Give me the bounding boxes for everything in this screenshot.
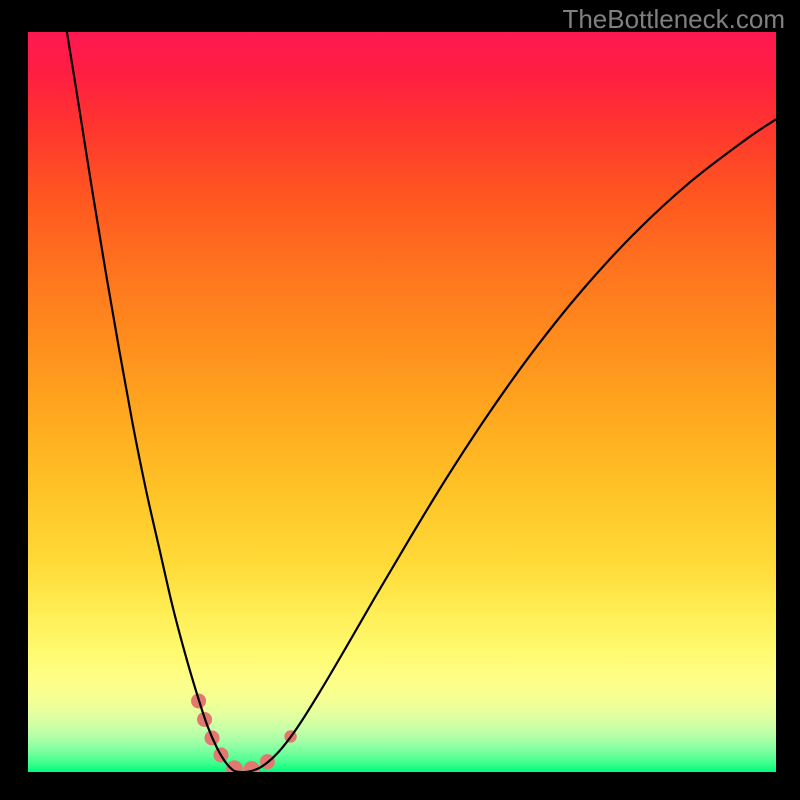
bottleneck-chart bbox=[28, 32, 776, 772]
chart-background bbox=[28, 32, 776, 772]
watermark: TheBottleneck.com bbox=[562, 4, 785, 35]
